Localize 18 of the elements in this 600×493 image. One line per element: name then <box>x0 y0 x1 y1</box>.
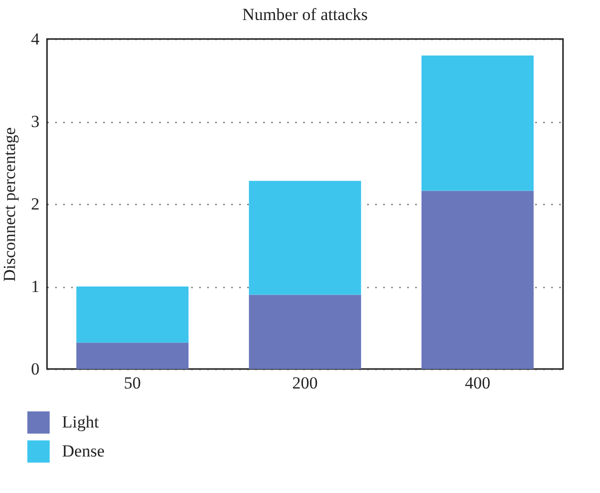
y-tick-label: 4 <box>31 30 40 48</box>
chart-title: Number of attacks <box>242 5 368 24</box>
y-tick-label: 1 <box>31 277 40 296</box>
y-tick-label: 3 <box>31 112 40 131</box>
bar <box>248 294 362 369</box>
y-tick-label: 2 <box>31 194 40 214</box>
bar <box>248 180 362 295</box>
x-tick-label: 200 <box>292 374 318 392</box>
bar <box>76 286 189 343</box>
y-tick-label: 0 <box>31 360 40 378</box>
bar <box>76 342 189 369</box>
bar <box>421 56 534 191</box>
x-tick-label: 400 <box>464 374 490 392</box>
x-tick-label: 50 <box>124 374 141 392</box>
y-axis-title: Disconnect percentage <box>0 127 19 282</box>
bar <box>421 190 534 369</box>
legend-label: Light <box>62 412 100 432</box>
legend-label: Dense <box>62 442 104 460</box>
